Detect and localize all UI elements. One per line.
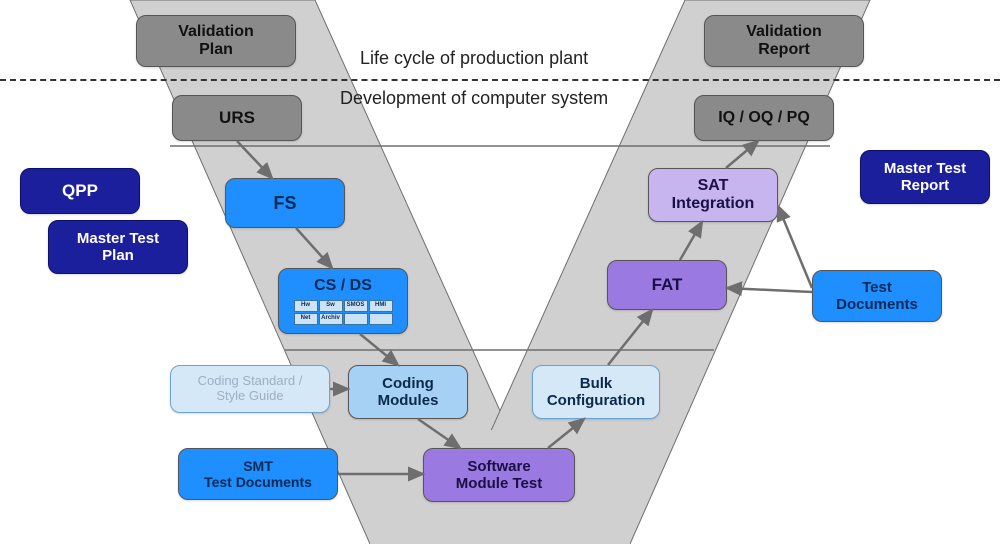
box-sat: SATIntegration xyxy=(648,168,778,222)
box-coding_modules: CodingModules xyxy=(348,365,468,419)
box-sw_module_test: SoftwareModule Test xyxy=(423,448,575,502)
box-iq_oq_pq-line1: IQ / OQ / PQ xyxy=(718,109,810,127)
box-qpp: QPP xyxy=(20,168,140,214)
v-model-diagram: { "canvas": { "width": 1000, "height": 5… xyxy=(0,0,1000,544)
box-master_test_report: Master TestReport xyxy=(860,150,990,204)
box-smt_docs-line1: SMT xyxy=(243,458,273,474)
box-fs: FS xyxy=(225,178,345,228)
box-coding_standard: Coding Standard /Style Guide xyxy=(170,365,330,413)
box-validation_plan-line1: Validation xyxy=(178,23,254,41)
csds-mini-cell-2: SMOS xyxy=(344,300,368,312)
lifecycle-label: Life cycle of production plant xyxy=(360,48,588,69)
csds-mini-cell-3: HMI xyxy=(369,300,393,312)
box-sw_module_test-line2: Module Test xyxy=(456,475,542,492)
box-smt_docs: SMTTest Documents xyxy=(178,448,338,500)
box-iq_oq_pq: IQ / OQ / PQ xyxy=(694,95,834,141)
box-fat-line1: FAT xyxy=(652,275,683,295)
box-bulk_config-line2: Configuration xyxy=(547,392,645,409)
box-validation_report-line1: Validation xyxy=(746,23,822,41)
box-validation_plan: ValidationPlan xyxy=(136,15,296,67)
box-validation_plan-line2: Plan xyxy=(199,41,233,59)
box-master_test_plan-line1: Master Test xyxy=(77,230,159,247)
box-fat: FAT xyxy=(607,260,727,310)
csds-mini-cell-6 xyxy=(344,313,368,325)
box-master_test_report-line2: Report xyxy=(901,177,949,194)
box-test_docs-line1: Test xyxy=(862,279,892,296)
box-coding_standard-line2: Style Guide xyxy=(216,389,283,404)
box-validation_report: ValidationReport xyxy=(704,15,864,67)
box-coding_modules-line2: Modules xyxy=(378,392,439,409)
box-test_docs-line2: Documents xyxy=(836,296,918,313)
box-csds: CS / DS HwSwSMOSHMI NetArchiv xyxy=(278,268,408,334)
box-sat-line1: SAT xyxy=(698,177,729,195)
csds-mini-cell-0: Hw xyxy=(294,300,318,312)
box-urs-line1: URS xyxy=(219,108,255,128)
development-label: Development of computer system xyxy=(340,88,608,109)
box-master_test_plan-line2: Plan xyxy=(102,247,134,264)
csds-mini-cell-5: Archiv xyxy=(319,313,343,325)
box-smt_docs-line2: Test Documents xyxy=(204,474,312,490)
box-coding_standard-line1: Coding Standard / xyxy=(198,374,303,389)
csds-mini-cell-4: Net xyxy=(294,313,318,325)
csds-mini-table: HwSwSMOSHMI NetArchiv xyxy=(294,300,393,325)
box-test_docs: TestDocuments xyxy=(812,270,942,322)
csds-mini-cell-1: Sw xyxy=(319,300,343,312)
box-master_test_report-line1: Master Test xyxy=(884,160,966,177)
box-coding_modules-line1: Coding xyxy=(382,375,434,392)
box-qpp-line1: QPP xyxy=(62,181,98,201)
box-validation_report-line2: Report xyxy=(758,41,810,59)
csds-mini-cell-7 xyxy=(369,313,393,325)
box-urs: URS xyxy=(172,95,302,141)
box-bulk_config-line1: Bulk xyxy=(580,375,613,392)
box-bulk_config: BulkConfiguration xyxy=(532,365,660,419)
box-sat-line2: Integration xyxy=(672,195,755,213)
box-master_test_plan: Master TestPlan xyxy=(48,220,188,274)
lifecycle-divider xyxy=(0,79,1000,81)
box-fs-line1: FS xyxy=(273,193,296,214)
box-sw_module_test-line1: Software xyxy=(467,458,530,475)
box-csds-line1: CS / DS xyxy=(314,277,372,295)
